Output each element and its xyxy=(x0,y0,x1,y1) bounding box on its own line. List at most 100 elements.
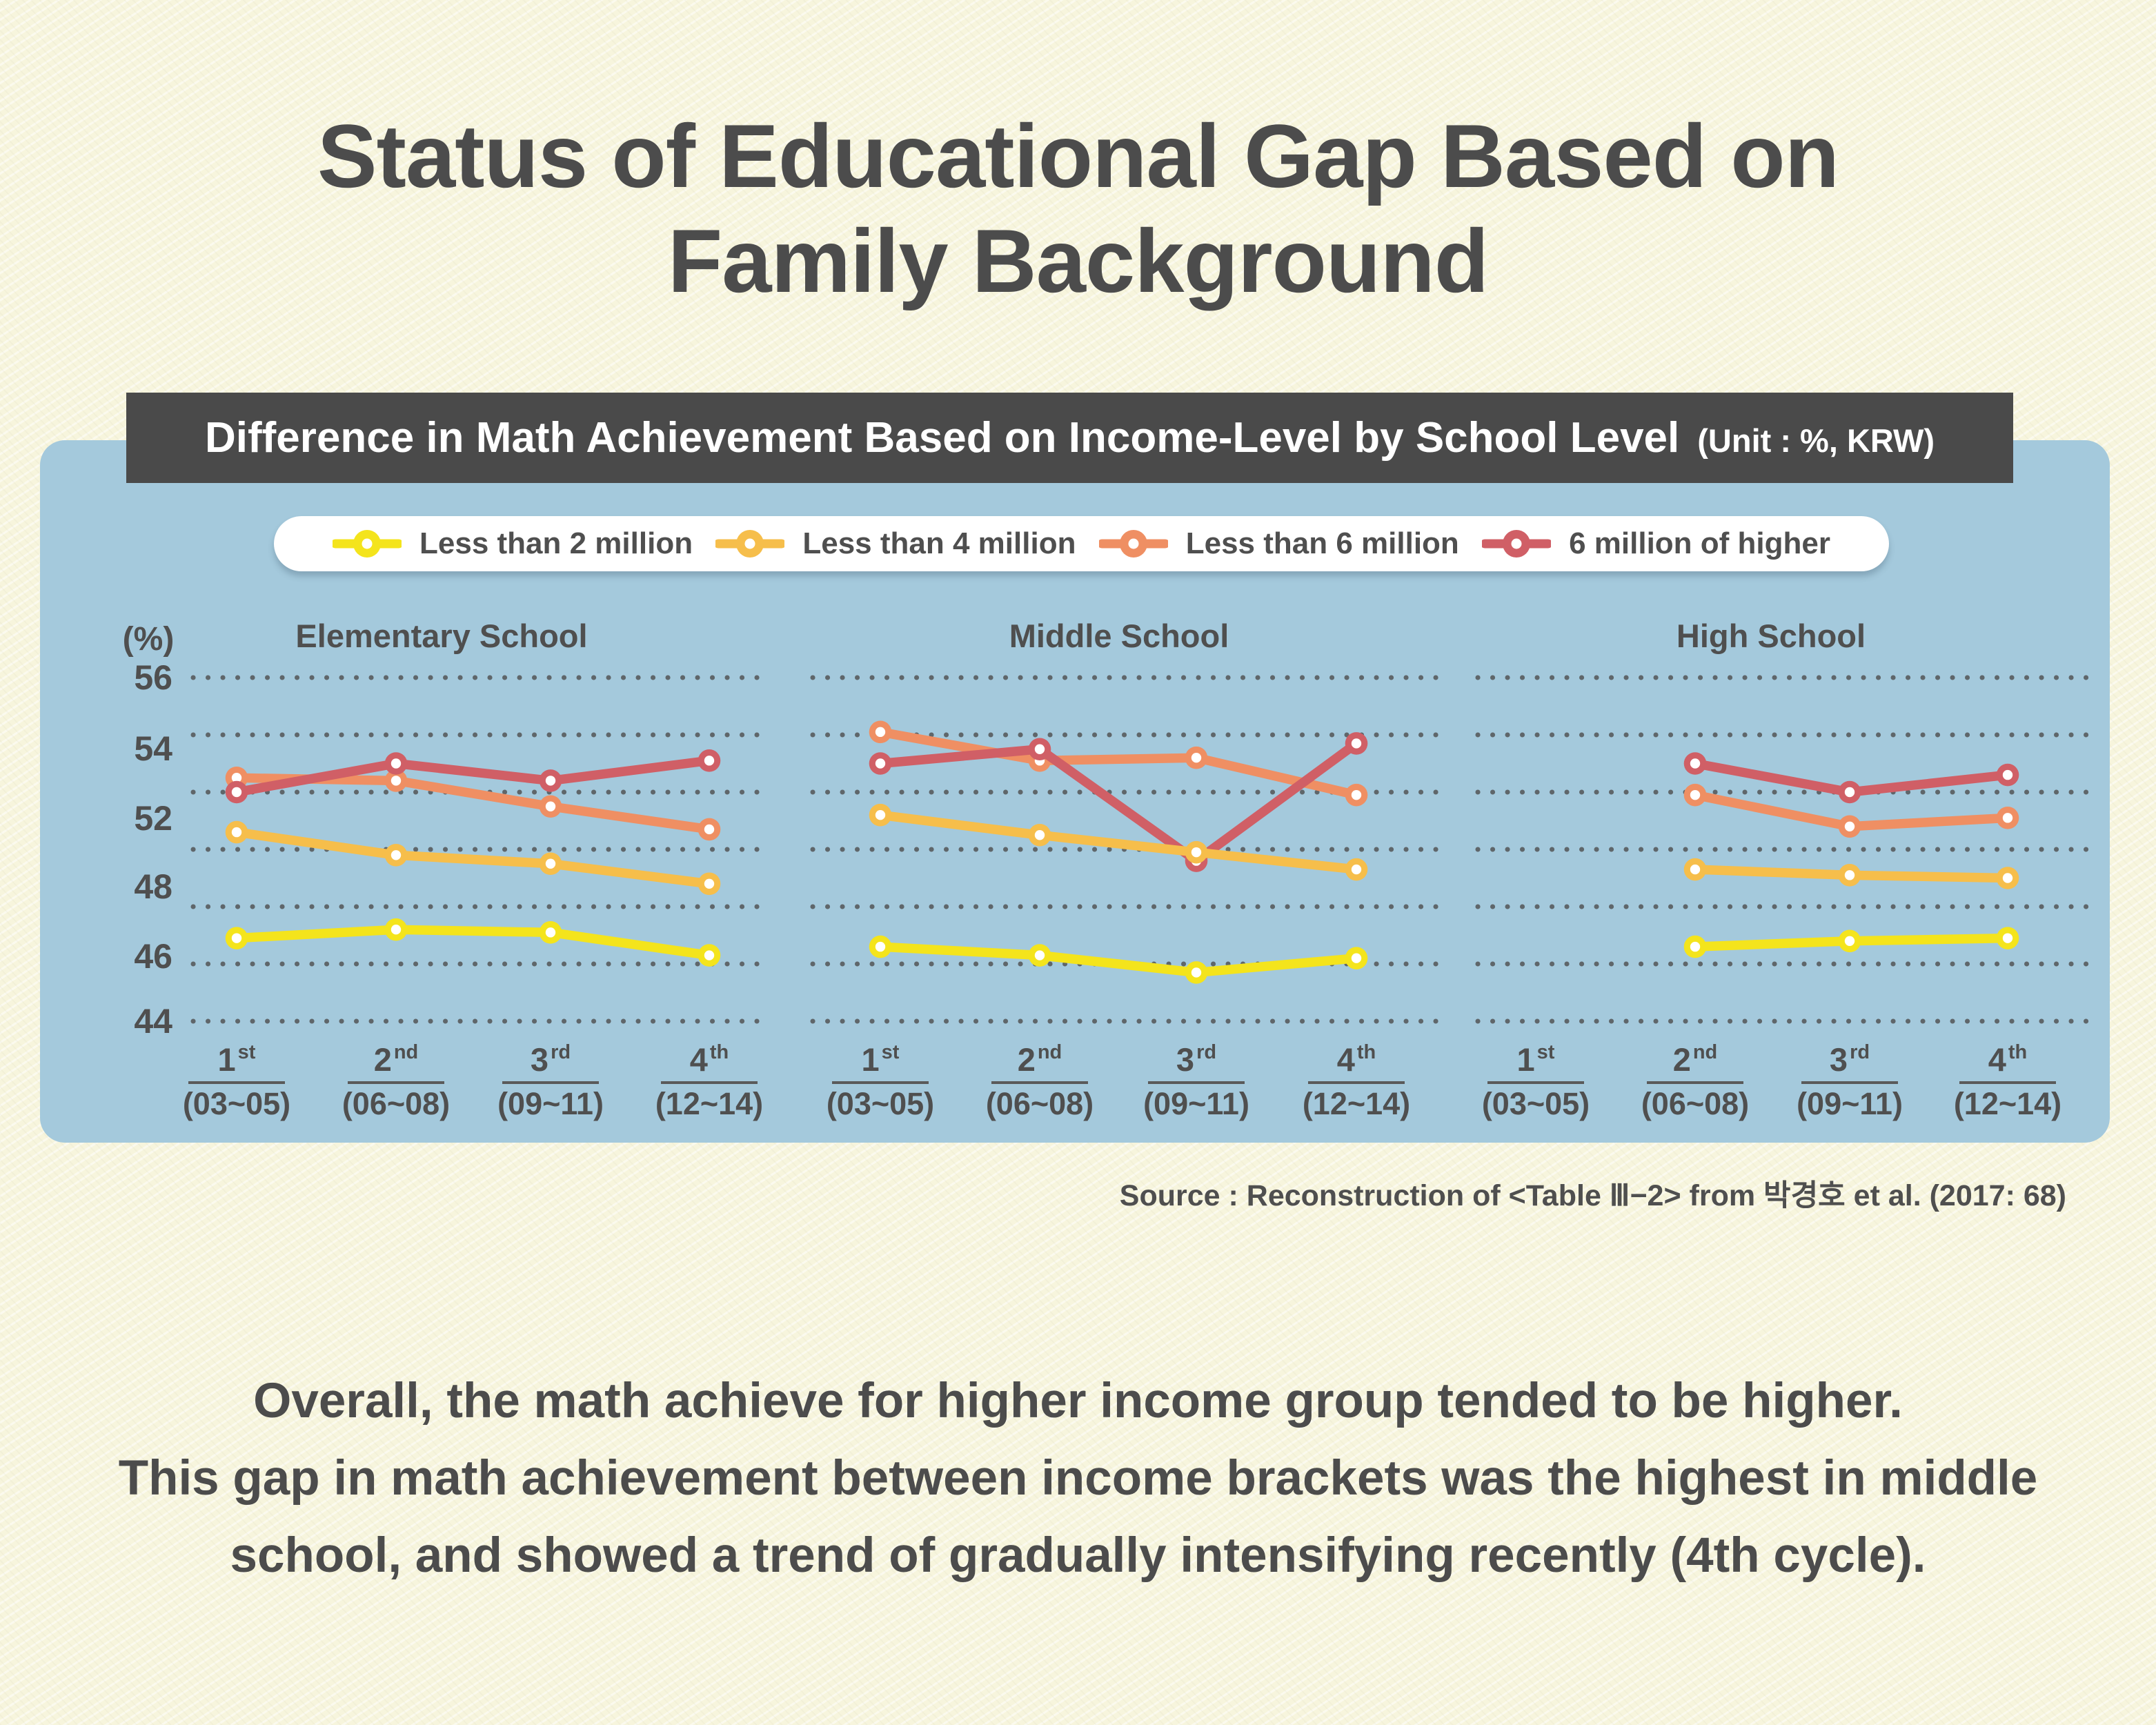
data-point-marker-center xyxy=(2002,873,2013,883)
series-line xyxy=(876,738,1361,866)
data-point-marker-center xyxy=(390,776,402,786)
data-point-marker-center xyxy=(1191,847,1202,858)
x-axis-tick: 4 th (12~14) xyxy=(655,1041,763,1121)
x-axis-tick: 1 st (03~05) xyxy=(827,1041,934,1121)
panel-title: High School xyxy=(1677,618,1866,654)
data-point-marker-center xyxy=(1690,864,1701,875)
x-axis-tick: 1 st (03~05) xyxy=(183,1041,290,1121)
page-title-line-2: Family Background xyxy=(667,210,1489,311)
data-point-marker-center xyxy=(1844,821,1855,832)
x-tick-years: (03~05) xyxy=(183,1086,290,1121)
data-point-marker-center xyxy=(231,827,242,838)
legend-line-marker-icon xyxy=(1482,530,1552,558)
data-point-marker-center xyxy=(1034,950,1045,960)
legend-label: Less than 4 million xyxy=(802,526,1076,560)
series-line xyxy=(232,773,714,834)
legend-item-6-million-of-higher: 6 million of higher xyxy=(1482,526,1830,561)
data-point-marker-center xyxy=(390,850,402,860)
data-point-marker-center xyxy=(231,787,242,798)
series-less-than-4-million xyxy=(869,803,1368,881)
data-point-marker-center xyxy=(704,950,715,960)
data-point-marker-center xyxy=(704,756,715,766)
x-tick-years: (09~11) xyxy=(1143,1086,1249,1121)
data-point-marker-center xyxy=(2002,813,2013,823)
x-axis-tick: 3 rd (09~11) xyxy=(1143,1041,1249,1121)
series-6-million-of-higher xyxy=(1683,752,2019,804)
series-6-million-of-higher xyxy=(225,749,721,804)
data-point-marker-center xyxy=(1844,870,1855,880)
panel-title: Middle School xyxy=(1009,618,1229,654)
legend-line-marker-icon xyxy=(1098,530,1168,558)
data-point-marker-center xyxy=(2002,769,2013,780)
data-point-marker-center xyxy=(1351,789,1362,800)
series-line xyxy=(876,810,1361,874)
chart-header-text: Difference in Math Achievement Based on … xyxy=(204,414,1680,462)
x-axis-tick: 2 nd (06~08) xyxy=(342,1041,450,1121)
summary-line-1: Overall, the math achieve for higher inc… xyxy=(253,1374,1903,1428)
x-tick-years: (12~14) xyxy=(655,1086,763,1121)
legend-label: Less than 2 million xyxy=(419,526,693,560)
series-less-than-2-million xyxy=(225,918,721,967)
legend-item-less-than-4-million: Less than 4 million xyxy=(715,526,1076,561)
series-line xyxy=(232,756,714,797)
series-less-than-2-million xyxy=(1683,927,2019,958)
data-point-marker-center xyxy=(1690,758,1701,769)
x-axis-tick: 2 nd (06~08) xyxy=(1641,1041,1749,1121)
legend-label: 6 million of higher xyxy=(1569,526,1830,560)
data-point-marker-center xyxy=(545,858,556,869)
chart-header-unit: (Unit : %, KRW) xyxy=(1697,422,1935,459)
data-point-marker-center xyxy=(390,758,402,769)
x-tick-years: (09~11) xyxy=(1797,1086,1903,1121)
series-line xyxy=(232,827,714,889)
y-axis-unit-label: (%) xyxy=(123,621,175,658)
x-tick-years: (06~08) xyxy=(986,1086,1094,1121)
data-point-marker-center xyxy=(545,801,556,811)
y-axis-tick-label: 56 xyxy=(134,658,172,697)
data-point-marker-center xyxy=(1844,936,1855,947)
data-point-marker-center xyxy=(704,878,715,889)
panel-middle-school: Middle School 1 st (03~05) 2 nd (06~08) 3 rd (09~… xyxy=(827,618,1410,1121)
summary-line-3: school, and showed a trend of gradually … xyxy=(230,1528,1926,1583)
data-point-marker-center xyxy=(1844,787,1855,798)
x-axis-tick: 4 th (12~14) xyxy=(1954,1041,2061,1121)
series-line xyxy=(876,942,1361,978)
legend-line-marker-icon xyxy=(715,530,785,558)
x-tick-years: (12~14) xyxy=(1954,1086,2061,1121)
data-point-marker-center xyxy=(1191,753,1202,763)
x-axis-tick: 2 nd (06~08) xyxy=(986,1041,1094,1121)
y-axis: (%)56 54 52 48 46 44 xyxy=(123,621,175,1041)
source-note: Source : Reconstruction of <Table Ⅲ−2> f… xyxy=(1119,1179,2066,1212)
legend-label: Less than 6 million xyxy=(1185,526,1459,560)
data-point-marker-center xyxy=(231,773,242,783)
series-less-than-4-million xyxy=(225,820,721,896)
y-axis-tick-label: 46 xyxy=(134,937,172,976)
data-point-marker-center xyxy=(545,927,556,938)
y-axis-tick-label: 52 xyxy=(134,799,172,838)
x-tick-years: (12~14) xyxy=(1303,1086,1410,1121)
data-point-marker-center xyxy=(1690,941,1701,952)
series-line xyxy=(232,925,714,960)
x-axis-tick: 1 st (03~05) xyxy=(1482,1041,1590,1121)
page-title: Status of Educational Gap Based on Famil… xyxy=(0,103,2156,313)
page-title-line-1: Status of Educational Gap Based on xyxy=(317,106,1839,206)
data-point-marker-center xyxy=(875,810,886,820)
panel-elementary-school: Elementary School 1 st (03~05) 2 nd (06~08) 3 rd… xyxy=(183,618,763,1121)
panel-title: Elementary School xyxy=(295,618,587,654)
series-line xyxy=(876,727,1361,800)
data-point-marker-center xyxy=(1351,864,1362,875)
series-less-than-4-million xyxy=(1683,858,2019,889)
x-tick-years: (06~08) xyxy=(342,1086,450,1121)
x-axis-tick: 4 th (12~14) xyxy=(1303,1041,1410,1121)
legend-item-less-than-2-million: Less than 2 million xyxy=(333,526,693,561)
